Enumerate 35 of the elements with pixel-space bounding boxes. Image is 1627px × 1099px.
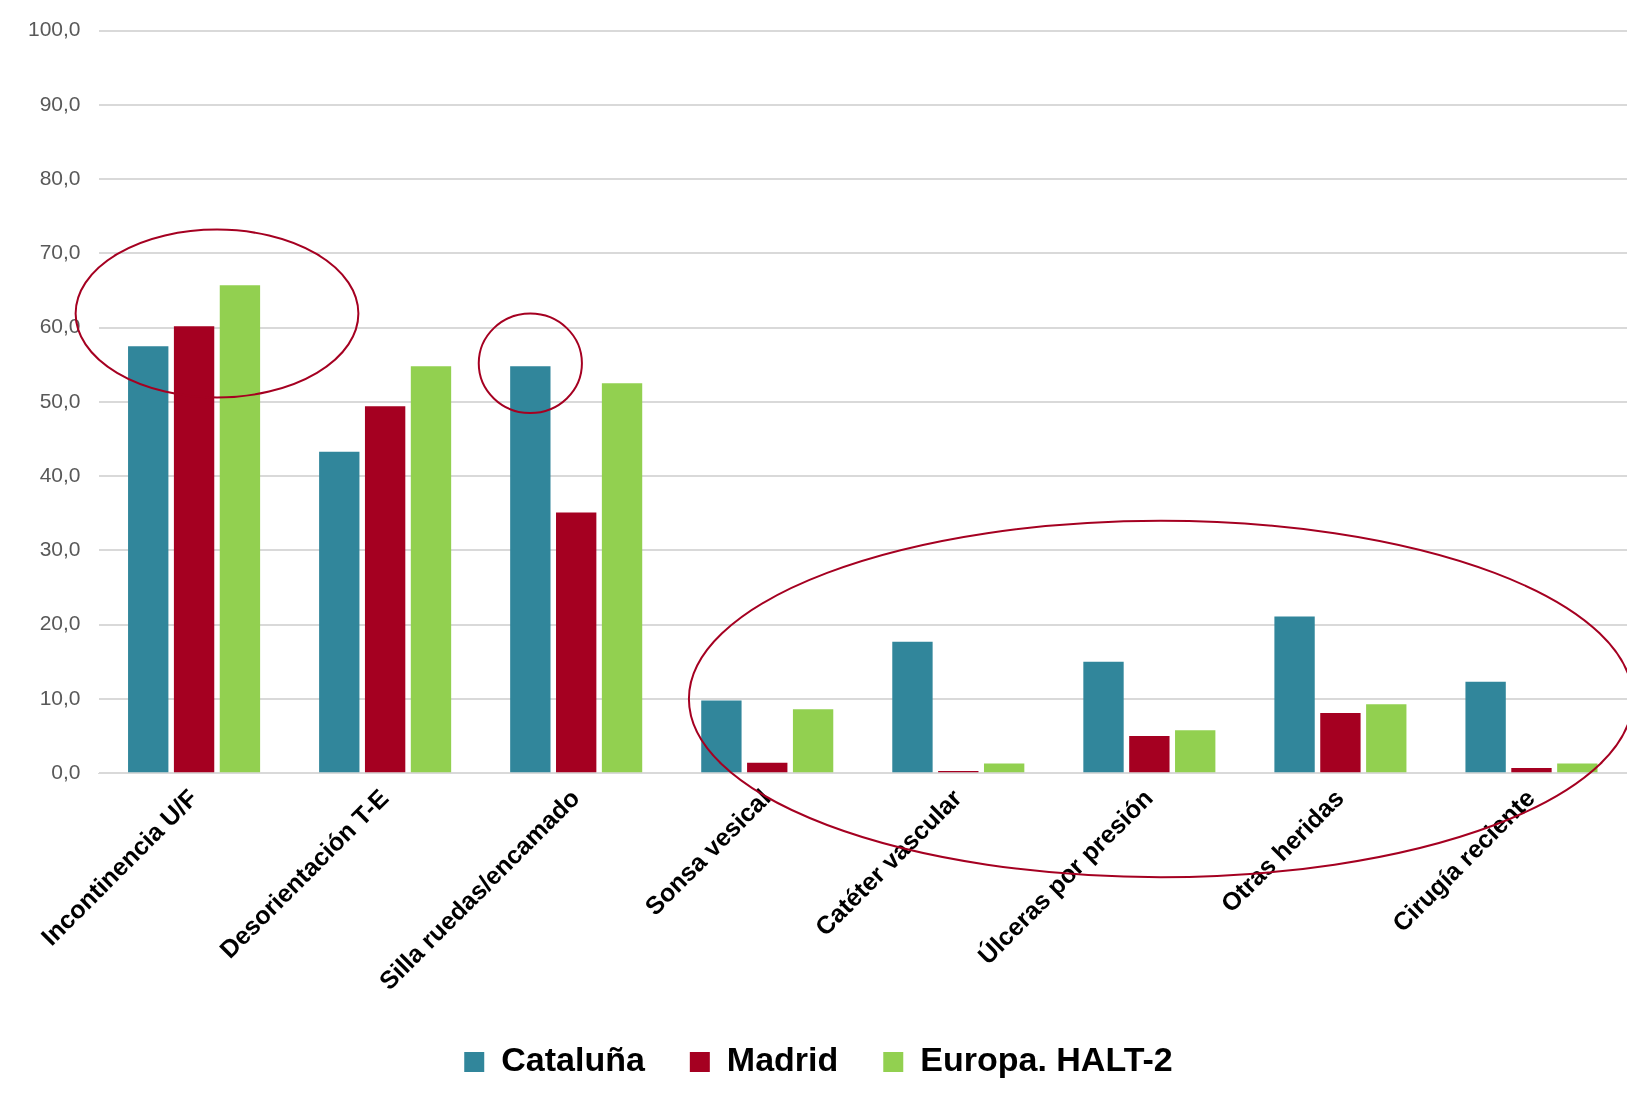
bar: [1274, 616, 1315, 773]
y-tick-label: 10,0: [39, 685, 81, 709]
bar: [1129, 736, 1170, 773]
y-tick-label: 100,0: [27, 17, 81, 41]
y-tick-label: 70,0: [39, 240, 81, 264]
bar: [556, 512, 597, 773]
legend-label: Madrid: [726, 1040, 839, 1079]
bar: [1320, 713, 1361, 773]
bar: [983, 763, 1025, 773]
y-tick-label: 30,0: [39, 537, 81, 561]
legend-label: Europa. HALT-2: [920, 1040, 1173, 1079]
bar: [364, 406, 406, 773]
bar: [219, 285, 261, 773]
bar: [892, 641, 933, 773]
y-tick-label: 90,0: [39, 91, 81, 115]
bar: [792, 709, 834, 773]
bar: [128, 346, 169, 773]
bar: [1175, 730, 1216, 773]
bar: [1083, 661, 1124, 773]
bar: [510, 366, 551, 773]
bar: [701, 700, 742, 773]
y-tick-label: 40,0: [39, 462, 81, 486]
bar: [1366, 704, 1407, 773]
bar: [747, 762, 788, 773]
y-tick-label: 50,0: [39, 388, 81, 412]
y-tick-label: 80,0: [39, 165, 81, 189]
legend-label: Cataluña: [501, 1040, 646, 1079]
bar: [319, 451, 360, 773]
bar: [1511, 768, 1552, 773]
bar: [173, 326, 215, 773]
bar: [601, 383, 643, 773]
y-tick-label: 0,0: [51, 759, 81, 783]
bar: [1465, 681, 1506, 773]
bar: [410, 366, 452, 773]
y-tick-label: 20,0: [39, 611, 81, 635]
